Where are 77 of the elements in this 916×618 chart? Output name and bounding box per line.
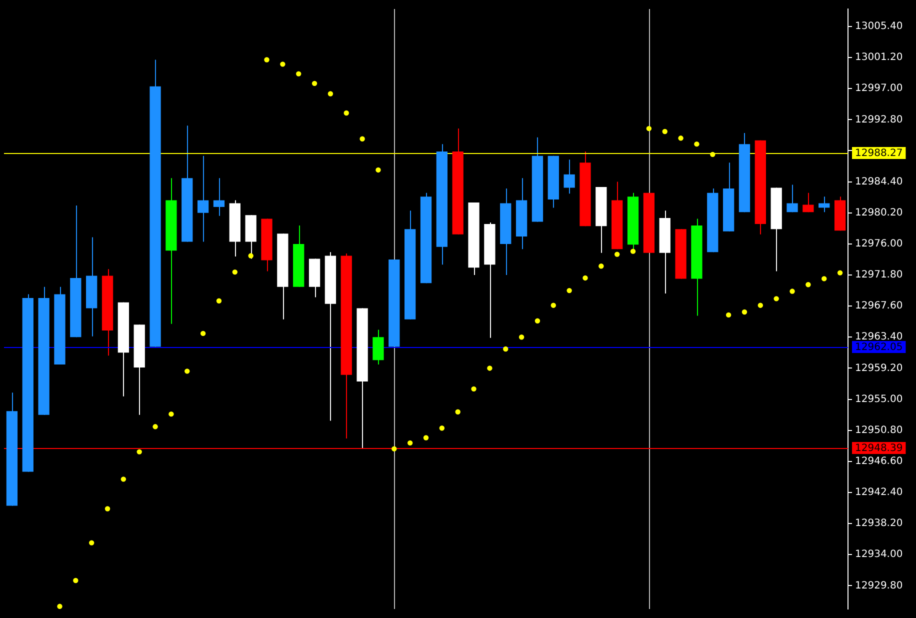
y-tick-label: 12942.40 — [855, 487, 903, 498]
y-tick-label: 12997.00 — [855, 83, 903, 94]
point — [710, 152, 716, 158]
candlestick — [564, 159, 575, 194]
y-tick-label: 12955.00 — [855, 394, 903, 405]
point — [232, 269, 238, 275]
candlestick — [786, 184, 798, 213]
point — [264, 57, 270, 62]
y-tick-label: 12934.00 — [855, 549, 903, 560]
y-tick-label: 12984.40 — [855, 176, 903, 188]
point — [758, 302, 764, 308]
point — [344, 110, 349, 116]
ref-line-label: 12988.27 — [855, 148, 903, 160]
candlestick — [372, 329, 384, 366]
y-tick-label: 13001.20 — [855, 52, 903, 64]
y-tick-label: 12967.60 — [855, 300, 903, 312]
point — [503, 346, 508, 352]
y-tick-label: 12971.80 — [855, 270, 903, 281]
candlestick — [802, 192, 814, 213]
candlestick — [213, 178, 225, 216]
point — [407, 440, 413, 446]
point — [312, 80, 318, 86]
point — [646, 126, 652, 132]
point — [598, 264, 604, 269]
point — [455, 409, 460, 414]
point — [614, 252, 620, 257]
point — [471, 386, 476, 392]
y-tick-label: 12938.20 — [855, 518, 903, 530]
point — [837, 270, 843, 276]
y-tick-label: 12959.20 — [855, 362, 903, 374]
point — [423, 435, 429, 440]
point — [280, 62, 286, 67]
point — [518, 334, 524, 340]
point — [104, 506, 110, 512]
point — [216, 298, 222, 304]
point — [136, 449, 142, 454]
y-tick-label: 12929.80 — [855, 580, 903, 592]
point — [73, 578, 78, 584]
y-tick-label: 12980.20 — [855, 207, 903, 218]
point — [184, 368, 190, 374]
point — [806, 282, 811, 288]
point — [120, 476, 126, 482]
point — [694, 141, 700, 147]
point — [487, 366, 492, 371]
y-tick-label: 12950.80 — [855, 424, 903, 436]
point — [774, 296, 779, 302]
point — [790, 288, 795, 294]
point — [360, 136, 365, 142]
point — [742, 309, 748, 315]
point — [328, 91, 334, 96]
point — [392, 446, 397, 452]
y-tick-label: 12963.40 — [855, 332, 903, 343]
ref-line-label: 12962.05 — [855, 342, 903, 354]
point — [248, 253, 254, 258]
point — [662, 128, 668, 134]
point — [678, 136, 684, 141]
ref-line-label: 12948.39 — [855, 443, 903, 454]
point — [376, 167, 381, 173]
point — [630, 248, 636, 254]
point — [534, 318, 540, 324]
point — [168, 411, 174, 417]
point — [152, 424, 158, 430]
point — [726, 312, 732, 318]
point — [200, 330, 206, 336]
point — [566, 288, 572, 294]
y-tick-label: 12946.60 — [855, 456, 903, 468]
point — [439, 426, 445, 431]
point — [57, 604, 62, 609]
point — [88, 540, 94, 546]
point — [582, 275, 588, 281]
candlestick — [197, 155, 209, 242]
y-tick-label: 12976.00 — [855, 238, 903, 250]
point — [822, 276, 827, 282]
y-tick-label: 12992.80 — [855, 114, 903, 126]
y-tick-label: 13005.40 — [855, 21, 903, 32]
point — [296, 71, 302, 76]
point — [550, 302, 556, 308]
